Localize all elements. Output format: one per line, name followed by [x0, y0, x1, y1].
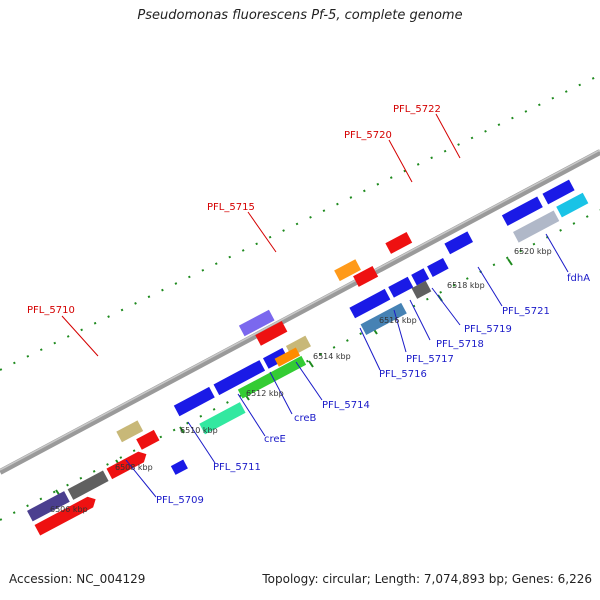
gene-label[interactable]: PFL_5720: [344, 130, 392, 141]
genome-backbone: [0, 149, 600, 475]
gene-label[interactable]: PFL_5711: [213, 462, 261, 473]
scale-label: 6520 kbp: [514, 247, 552, 256]
scale-label: 6516 kbp: [379, 316, 417, 325]
scale-label: 6508 kbp: [115, 463, 153, 472]
gene-label[interactable]: creB: [294, 413, 317, 424]
accession-text: Accession: NC_004129: [9, 572, 146, 586]
gene-feature[interactable]: [513, 210, 560, 243]
gene-label[interactable]: PFL_5709: [156, 495, 204, 506]
gene-feature[interactable]: [349, 288, 391, 319]
gene-feature[interactable]: [334, 259, 361, 282]
gene-feature[interactable]: [501, 196, 543, 226]
gene-feature[interactable]: [274, 347, 301, 367]
gene-feature[interactable]: [388, 276, 414, 298]
genome-summary-text: Topology: circular; Length: 7,074,893 bp…: [262, 572, 592, 586]
gene-feature[interactable]: [353, 265, 379, 287]
gene-feature[interactable]: [67, 470, 109, 500]
gene-feature[interactable]: [255, 321, 288, 346]
gene-feature[interactable]: [237, 355, 307, 399]
gene-feature[interactable]: [106, 449, 149, 480]
gene-label[interactable]: PFL_5718: [436, 339, 484, 350]
gene-label[interactable]: PFL_5710: [27, 305, 75, 316]
gene-feature[interactable]: [556, 192, 589, 218]
gene-label[interactable]: PFL_5721: [502, 306, 550, 317]
gene-feature[interactable]: [116, 420, 144, 443]
gene-label[interactable]: PFL_5715: [207, 202, 255, 213]
gene-label[interactable]: PFL_5722: [393, 104, 441, 115]
scale-label: 6512 kbp: [246, 389, 284, 398]
gene-feature[interactable]: [427, 257, 449, 277]
gene-feature[interactable]: [170, 459, 188, 475]
gene-feature[interactable]: [411, 268, 430, 286]
gene-feature[interactable]: [411, 280, 432, 299]
gene-label[interactable]: PFL_5717: [406, 354, 454, 365]
gene-feature[interactable]: [360, 302, 407, 336]
gene-label[interactable]: PFL_5716: [379, 369, 427, 380]
gene-feature[interactable]: [444, 231, 474, 255]
gene-feature[interactable]: [136, 429, 160, 450]
gene-label[interactable]: creE: [264, 434, 286, 445]
gene-feature[interactable]: [173, 386, 215, 417]
gene-feature[interactable]: [542, 179, 575, 205]
gene-label[interactable]: PFL_5714: [322, 400, 370, 411]
scale-label: 6518 kbp: [447, 281, 485, 290]
scale-label: 6514 kbp: [313, 352, 351, 361]
gene-label[interactable]: fdhA: [567, 273, 590, 284]
gene-label[interactable]: PFL_5719: [464, 324, 512, 335]
lower-gene-labels: PFL_5709 PFL_5711 creE creB PFL_5714 PFL…: [156, 273, 590, 506]
gene-feature[interactable]: [238, 309, 275, 337]
scale-label: 6506 kbp: [50, 505, 88, 514]
upper-gene-labels: PFL_5710 PFL_5715 PFL_5720 PFL_5722: [27, 104, 441, 316]
map-title: Pseudomonas fluorescens Pf-5, complete g…: [137, 8, 463, 23]
scale-labels: 6506 kbp 6508 kbp 6510 kbp 6512 kbp 6514…: [50, 247, 552, 514]
gene-feature[interactable]: [199, 402, 246, 435]
gene-feature[interactable]: [385, 232, 413, 254]
gene-feature[interactable]: [27, 491, 70, 522]
scale-label: 6510 kbp: [180, 426, 218, 435]
gene-feature[interactable]: [213, 360, 266, 396]
gene-feature[interactable]: [34, 494, 99, 536]
